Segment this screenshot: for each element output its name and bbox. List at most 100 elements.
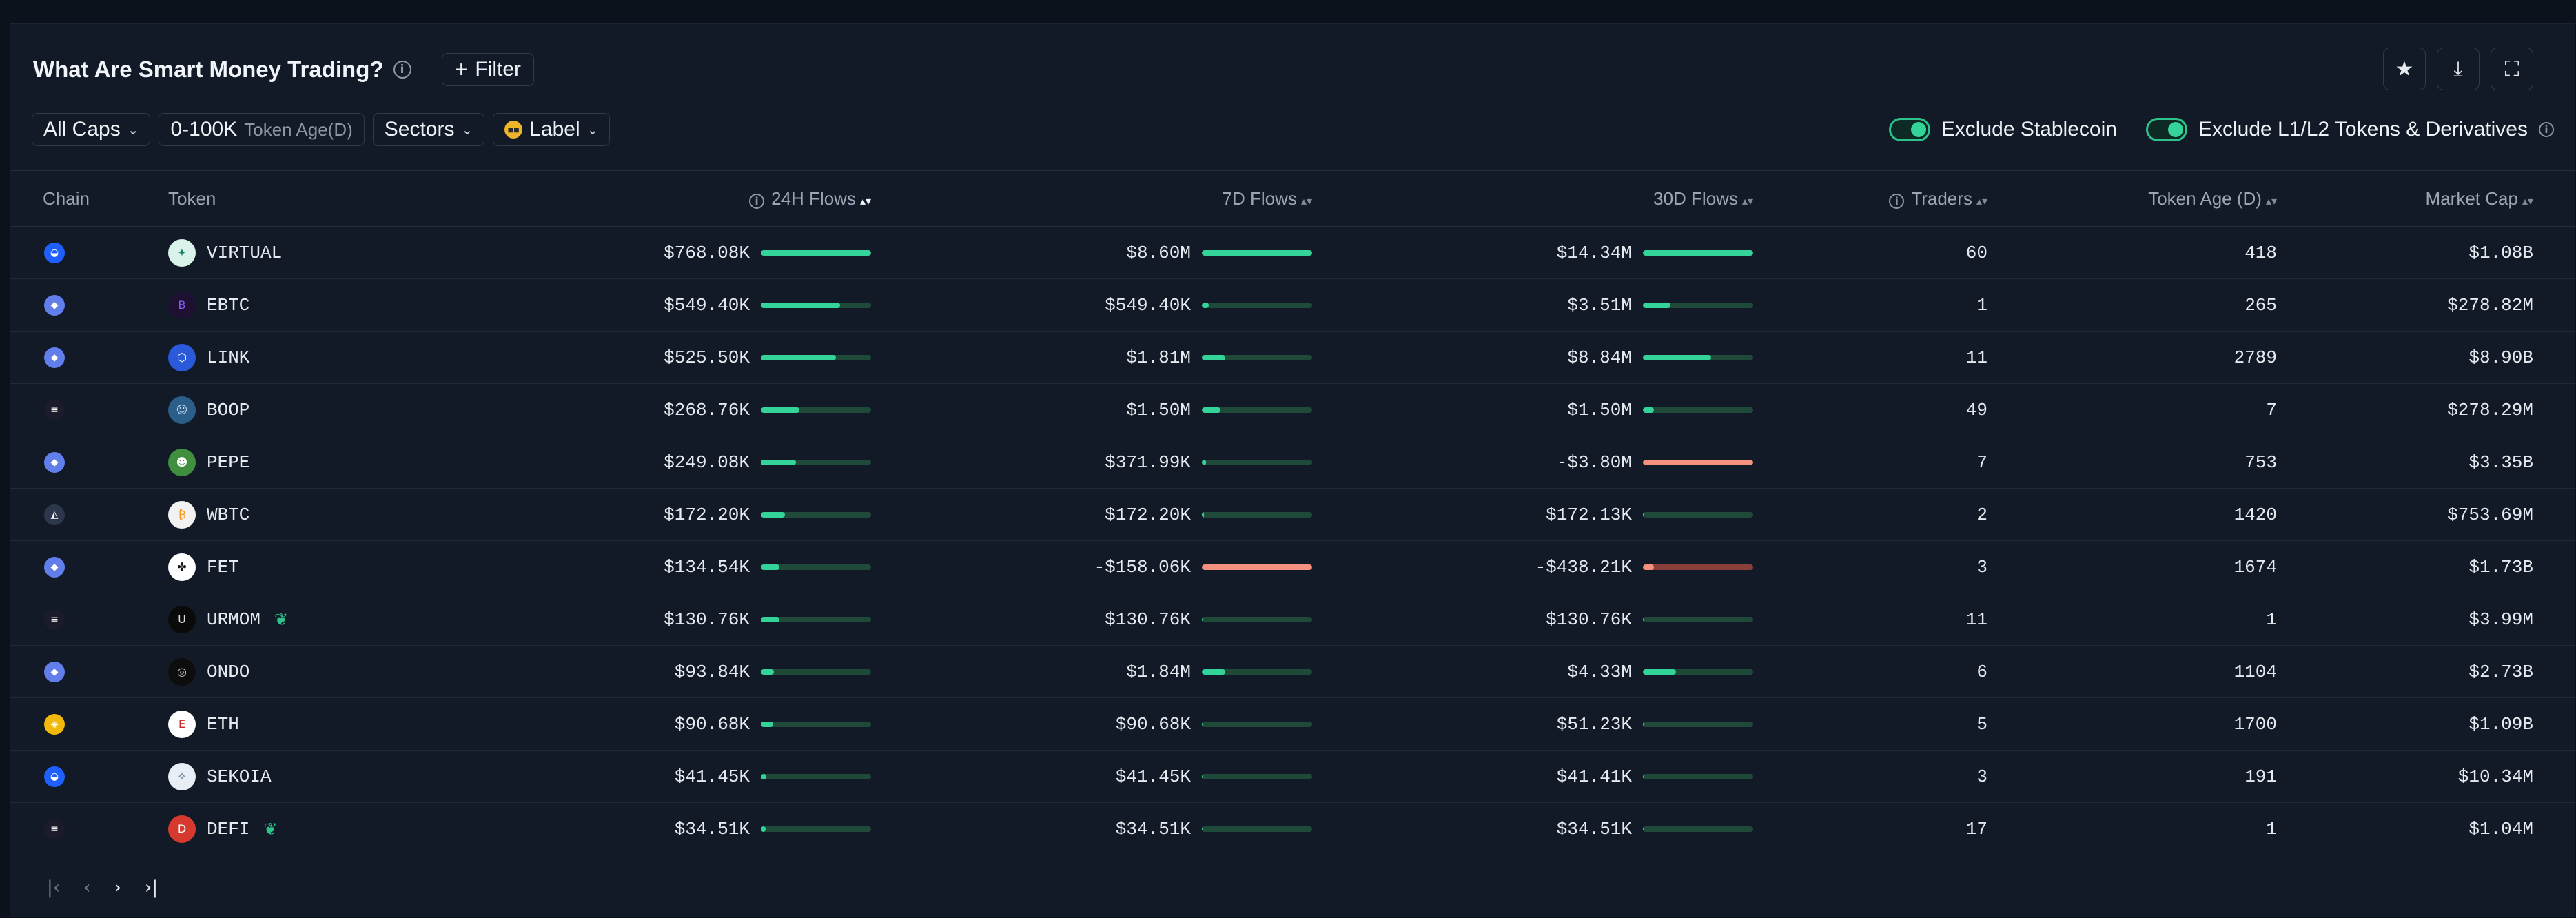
sectors-dropdown[interactable]: Sectors ⌄ — [372, 113, 485, 146]
token-cell[interactable]: ✧ SEKOIA — [168, 750, 375, 803]
token-age-cell: 191 — [1987, 750, 2277, 803]
flows-24h-cell: $249.08K — [375, 452, 871, 473]
token-age-filter[interactable]: 0-100K Token Age(D) — [159, 113, 365, 146]
favorite-button[interactable]: ★ — [2383, 48, 2426, 90]
traders-cell: 5 — [1753, 697, 1987, 751]
table-row[interactable]: ◈ E ETH $90.68K $90.68K $51.23K 5 1700 $… — [10, 697, 2575, 751]
column-token[interactable]: Token — [168, 170, 375, 227]
label-dropdown[interactable]: ■■ Label ⌄ — [493, 113, 611, 146]
token-logo-icon: U — [168, 605, 196, 633]
flows-7d-cell: $130.76K — [871, 609, 1312, 630]
table-row[interactable]: ≡ D DEFI ❦ $34.51K $34.51K $34.51K 17 1 … — [10, 802, 2575, 855]
filter-button[interactable]: + Filter — [441, 53, 535, 86]
sort-icon: ▴▾ — [2522, 194, 2533, 207]
table-row[interactable]: ◆ ✤ FET $134.54K -$158.06K -$438.21K 3 1… — [10, 540, 2575, 593]
fullscreen-button[interactable]: ⛶ — [2491, 48, 2533, 90]
flow-bar — [761, 616, 871, 622]
table-row[interactable]: ≡ ☺ BOOP $268.76K $1.50M $1.50M 49 7 $27… — [10, 383, 2575, 436]
traders-cell: 7 — [1753, 436, 1987, 489]
flow-bar — [1643, 669, 1753, 675]
token-age-label: Token Age(D) — [244, 119, 353, 140]
flows-7d-cell: $34.51K — [871, 819, 1312, 839]
column-token-age[interactable]: Token Age (D) ▴▾ — [1987, 170, 2277, 227]
exclude-stablecoin-toggle[interactable] — [1888, 118, 1930, 141]
traders-cell: 1 — [1753, 278, 1987, 332]
table-row[interactable]: ◆ ☻ PEPE $249.08K $371.99K -$3.80M 7 753… — [10, 436, 2575, 489]
solana-chain-icon: ≡ — [44, 818, 65, 839]
column-chain[interactable]: Chain — [10, 170, 168, 227]
table-row[interactable]: ◒ ✦ VIRTUAL $768.08K $8.60M $14.34M 60 4… — [10, 226, 2575, 279]
token-symbol[interactable]: SEKOIA — [207, 766, 272, 787]
token-cell[interactable]: E ETH — [168, 697, 375, 751]
flow-value: $41.45K — [674, 766, 750, 787]
flow-value: $130.76K — [1105, 609, 1191, 630]
token-symbol[interactable]: ETH — [207, 713, 239, 735]
market-cap-cell: $3.99M — [2277, 593, 2575, 646]
last-page-button[interactable]: ›| — [144, 877, 159, 898]
flow-value: $172.20K — [664, 504, 750, 525]
market-cap-cell: $3.35B — [2277, 436, 2575, 489]
token-cell[interactable]: ☻ PEPE — [168, 436, 375, 489]
flow-bar — [761, 459, 871, 465]
flows-30d-cell: $172.13K — [1312, 504, 1753, 525]
flow-bar — [1202, 616, 1312, 622]
info-icon[interactable]: i — [1889, 193, 1905, 209]
token-cell[interactable]: D DEFI ❦ — [168, 802, 375, 855]
token-cell[interactable]: ◎ ONDO — [168, 645, 375, 698]
info-icon[interactable]: i — [393, 61, 411, 79]
token-cell[interactable]: ✤ FET — [168, 540, 375, 593]
table-row[interactable]: ◭ ₿ WBTC $172.20K $172.20K $172.13K 2 14… — [10, 488, 2575, 541]
info-icon[interactable]: i — [749, 193, 765, 209]
table-row[interactable]: ≡ U URMOM ❦ $130.76K $130.76K $130.76K 1… — [10, 593, 2575, 646]
info-icon[interactable]: i — [2539, 122, 2554, 137]
token-age-cell: 1104 — [1987, 645, 2277, 698]
token-cell[interactable]: ☺ BOOP — [168, 383, 375, 436]
token-symbol[interactable]: VIRTUAL — [207, 242, 283, 263]
filter-controls: All Caps ⌄ 0-100K Token Age(D) Sectors ⌄… — [32, 112, 611, 147]
flow-bar — [1643, 721, 1753, 727]
token-symbol[interactable]: WBTC — [207, 504, 250, 525]
token-symbol[interactable]: EBTC — [207, 294, 250, 316]
prev-page-button[interactable]: ‹ — [83, 877, 91, 898]
token-symbol[interactable]: PEPE — [207, 451, 250, 473]
token-symbol[interactable]: ONDO — [207, 661, 250, 682]
token-symbol[interactable]: DEFI — [207, 818, 250, 839]
pagination: |‹ ‹ › ›| — [47, 877, 158, 898]
expand-icon: ⛶ — [2504, 57, 2519, 81]
table-row[interactable]: ◒ ✧ SEKOIA $41.45K $41.45K $41.41K 3 191… — [10, 750, 2575, 803]
sprout-icon: ❦ — [274, 609, 289, 629]
traders-cell: 6 — [1753, 645, 1987, 698]
flow-value: $34.51K — [674, 818, 750, 839]
token-cell[interactable]: B EBTC — [168, 278, 375, 332]
next-page-button[interactable]: › — [114, 877, 121, 898]
table-row[interactable]: ◆ ◎ ONDO $93.84K $1.84M $4.33M 6 1104 $2… — [10, 645, 2575, 698]
first-page-button[interactable]: |‹ — [47, 877, 61, 898]
exclude-l1l2-toggle[interactable] — [2145, 118, 2187, 141]
column-24h-flows[interactable]: i 24H Flows ▴▾ — [375, 170, 871, 227]
table-row[interactable]: ◆ ⬡ LINK $525.50K $1.81M $8.84M 11 2789 … — [10, 331, 2575, 384]
base-chain-icon: ◒ — [44, 242, 65, 263]
flow-value: $8.60M — [1126, 242, 1191, 263]
caps-dropdown[interactable]: All Caps ⌄ — [32, 113, 151, 146]
column-7d-flows[interactable]: 7D Flows ▴▾ — [871, 170, 1312, 227]
table-row[interactable]: ◆ B EBTC $549.40K $549.40K $3.51M 1 265 … — [10, 278, 2575, 332]
token-cell[interactable]: ⬡ LINK — [168, 331, 375, 384]
token-cell[interactable]: ✦ VIRTUAL — [168, 226, 375, 279]
token-symbol[interactable]: LINK — [207, 347, 250, 368]
column-traders[interactable]: i Traders ▴▾ — [1753, 170, 1987, 227]
flow-bar — [1643, 302, 1753, 308]
download-button[interactable]: ⤓ — [2437, 48, 2480, 90]
flow-value: $249.08K — [664, 451, 750, 473]
flow-value: $768.08K — [664, 242, 750, 263]
column-market-cap[interactable]: Market Cap ▴▾ — [2277, 170, 2575, 227]
flow-value: $268.76K — [664, 399, 750, 420]
flow-bar — [1643, 407, 1753, 413]
flow-bar — [1643, 249, 1753, 256]
column-30d-flows[interactable]: 30D Flows ▴▾ — [1312, 170, 1753, 227]
flow-bar — [761, 721, 871, 727]
token-symbol[interactable]: BOOP — [207, 399, 250, 420]
token-cell[interactable]: U URMOM ❦ — [168, 593, 375, 646]
token-cell[interactable]: ₿ WBTC — [168, 488, 375, 541]
token-symbol[interactable]: URMOM — [207, 609, 261, 630]
token-symbol[interactable]: FET — [207, 556, 239, 578]
